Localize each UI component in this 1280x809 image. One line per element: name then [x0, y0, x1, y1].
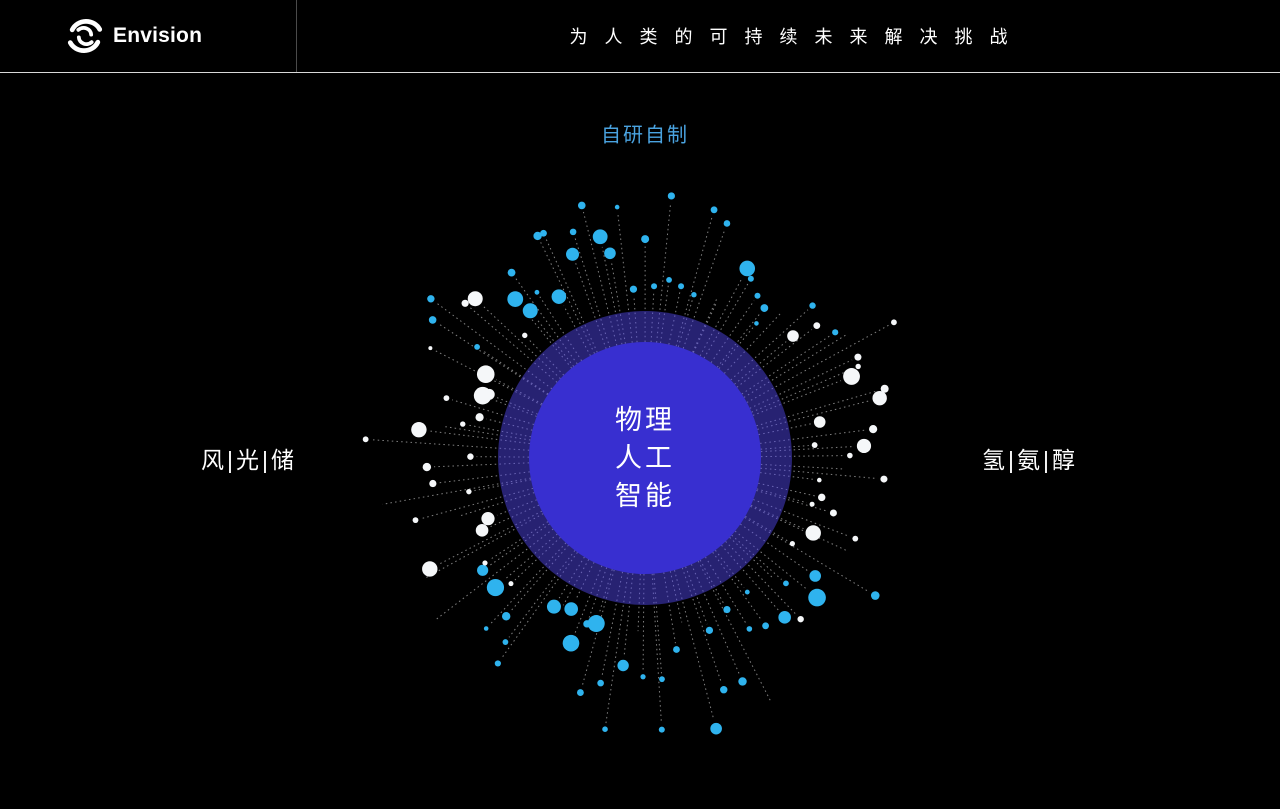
burst-dots: [362, 192, 897, 735]
hero-visualization: 自研自制 风|光|储 氢|氨|醇 物理 人工 智能: [0, 73, 1280, 809]
label-hydrogen-ammonia-methanol[interactable]: 氢|氨|醇: [982, 447, 1078, 473]
header: Envision 为人类的可持续未来解决挑战: [0, 0, 1280, 73]
label-self-developed[interactable]: 自研自制: [601, 124, 689, 147]
center-circle: [529, 342, 761, 574]
brand-name: Envision: [113, 24, 203, 47]
header-tagline: 为人类的可持续未来解决挑战: [569, 27, 1025, 47]
envision-logo[interactable]: Envision: [0, 0, 297, 72]
label-wind-solar-storage[interactable]: 风|光|储: [201, 447, 297, 473]
burst-svg: [362, 192, 897, 735]
burst-rays: [371, 202, 890, 724]
envision-swirl-icon: [67, 19, 103, 53]
header-tagline-area: 为人类的可持续未来解决挑战: [297, 0, 1280, 72]
